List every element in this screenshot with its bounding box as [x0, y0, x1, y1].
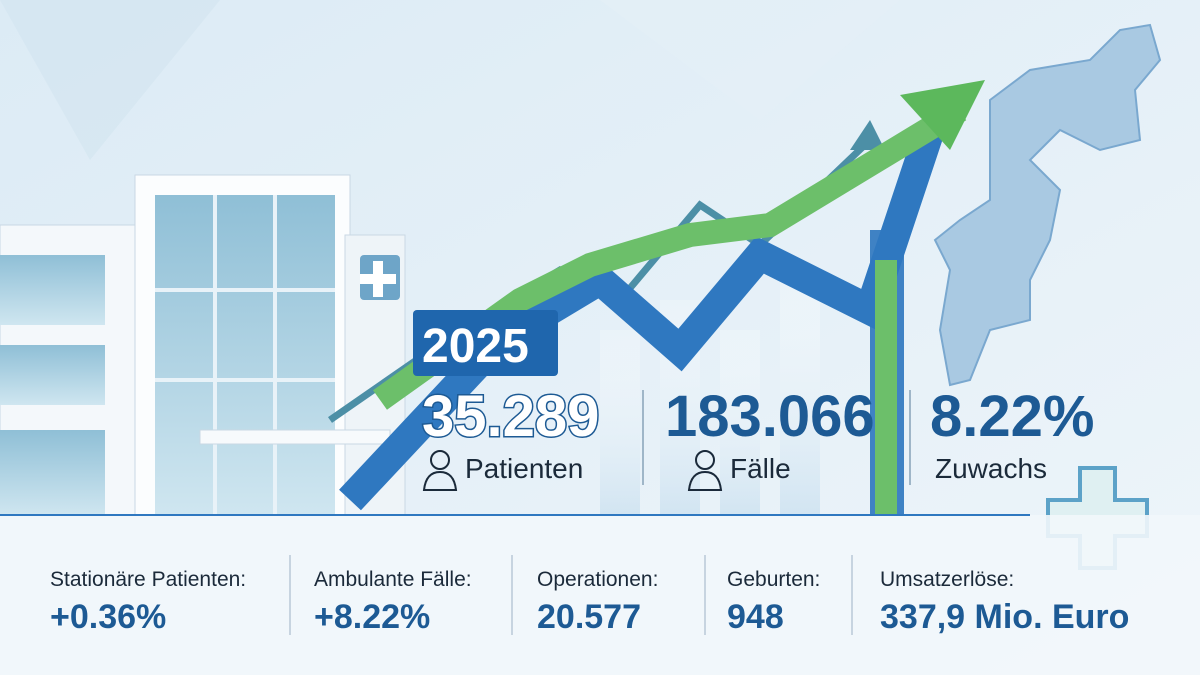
person-icon — [422, 450, 458, 491]
highlight-label: Fälle — [730, 453, 791, 484]
highlight-label: Zuwachs — [935, 453, 1047, 484]
stat-value: 20.577 — [537, 598, 641, 636]
decor — [600, 0, 900, 120]
person-icon — [687, 450, 723, 491]
stats-dividers — [289, 555, 853, 635]
highlight-value: 8.22% — [930, 384, 1094, 449]
highlight-value: 35.289 — [422, 384, 599, 449]
stat-label: Umsatzerlöse: — [880, 568, 1014, 591]
stat-value: 337,9 Mio. Euro — [880, 598, 1129, 636]
hospital — [0, 174, 406, 516]
region-map — [933, 23, 1162, 387]
stat-label: Geburten: — [727, 568, 820, 591]
growth-graphic — [328, 80, 985, 515]
stat-value: +0.36% — [50, 598, 166, 636]
highlight-label: Patienten — [465, 453, 583, 484]
stat-label: Ambulante Fälle: — [314, 568, 472, 591]
year-badge — [413, 310, 558, 376]
highlight-value: 183.066 — [665, 384, 875, 449]
stat-label: Operationen: — [537, 568, 658, 591]
stat-value: 948 — [727, 598, 784, 636]
stat-value: +8.22% — [314, 598, 430, 636]
stats-band — [0, 515, 1200, 675]
year: 2025 — [422, 320, 529, 373]
stat-label: Stationäre Patienten: — [50, 568, 246, 591]
decor — [0, 0, 220, 160]
